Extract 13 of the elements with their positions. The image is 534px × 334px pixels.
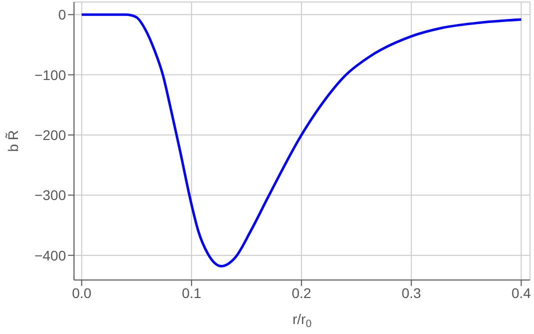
y-tick-label: −300 — [34, 187, 66, 204]
x-axis-title: r/r$_{0}$ — [292, 311, 312, 330]
y-tick-label: −200 — [34, 126, 66, 143]
x-tick-label: 0.3 — [402, 284, 422, 301]
x-tick-label: 0.0 — [72, 284, 92, 301]
x-tick-label: 0.4 — [511, 284, 532, 301]
y-tick-label: −100 — [34, 66, 66, 83]
y-tick-label: −400 — [34, 247, 66, 264]
y-tick-label: 0 — [58, 6, 66, 23]
line-series — [80, 13, 522, 268]
x-tick-label: 0.1 — [182, 284, 202, 301]
y-axis-title: b R̃ — [4, 130, 21, 152]
x-tick-label: 0.2 — [292, 284, 312, 301]
